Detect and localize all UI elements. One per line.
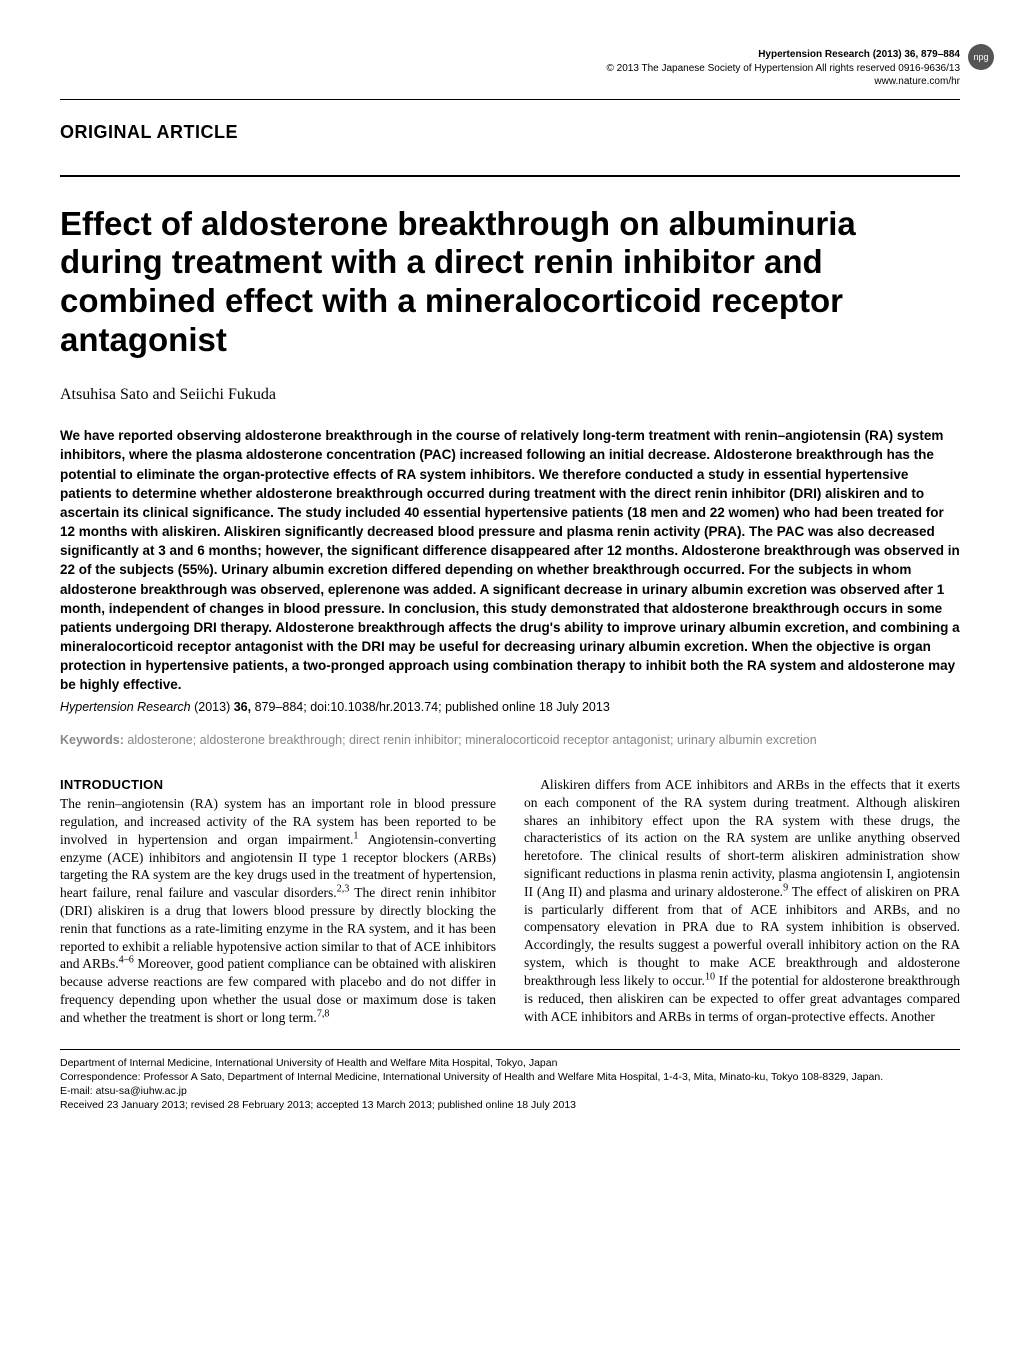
article-title: Effect of aldosterone breakthrough on al… — [60, 205, 960, 361]
header-rule — [60, 99, 960, 100]
citation-year-vol: (2013) 36, 879–884; — [194, 700, 307, 714]
ref-sup: 2,3 — [337, 884, 350, 895]
article-type-label: ORIGINAL ARTICLE — [60, 122, 960, 143]
keywords-block: Keywords: aldosterone; aldosterone break… — [60, 732, 960, 750]
citation-line: Hypertension Research (2013) 36, 879–884… — [60, 700, 960, 714]
ref-sup: 4–6 — [119, 955, 134, 966]
footer-block: Department of Internal Medicine, Interna… — [60, 1056, 960, 1113]
dates-line: Received 23 January 2013; revised 28 Feb… — [60, 1098, 960, 1112]
journal-header: Hypertension Research (2013) 36, 879–884… — [60, 48, 960, 89]
body-paragraph-1: The renin–angiotensin (RA) system has an… — [60, 795, 496, 1027]
affiliation-line: Department of Internal Medicine, Interna… — [60, 1056, 960, 1070]
body-paragraph-2: Aliskiren differs from ACE inhibitors an… — [524, 776, 960, 1025]
introduction-heading: INTRODUCTION — [60, 776, 496, 793]
citation-pub-online: published online 18 July 2013 — [445, 700, 610, 714]
body-columns: INTRODUCTION The renin–angiotensin (RA) … — [60, 776, 960, 1027]
email-line: E-mail: atsu-sa@iuhw.ac.jp — [60, 1084, 960, 1098]
publisher-badge: npg — [968, 44, 994, 70]
journal-url: www.nature.com/hr — [60, 75, 960, 89]
correspondence-line: Correspondence: Professor A Sato, Depart… — [60, 1070, 960, 1084]
citation-doi: doi:10.1038/hr.2013.74; — [310, 700, 441, 714]
keywords-text: aldosterone; aldosterone breakthrough; d… — [124, 733, 817, 747]
title-rule — [60, 175, 960, 177]
journal-title-line: Hypertension Research (2013) 36, 879–884 — [60, 48, 960, 62]
copyright-line: © 2013 The Japanese Society of Hypertens… — [60, 62, 960, 76]
footer-rule — [60, 1049, 960, 1050]
ref-sup: 10 — [705, 971, 715, 982]
abstract-text: We have reported observing aldosterone b… — [60, 426, 960, 694]
keywords-label: Keywords: — [60, 733, 124, 747]
citation-journal: Hypertension Research — [60, 700, 191, 714]
author-list: Atsuhisa Sato and Seiichi Fukuda — [60, 386, 960, 404]
ref-sup: 7,8 — [317, 1008, 330, 1019]
